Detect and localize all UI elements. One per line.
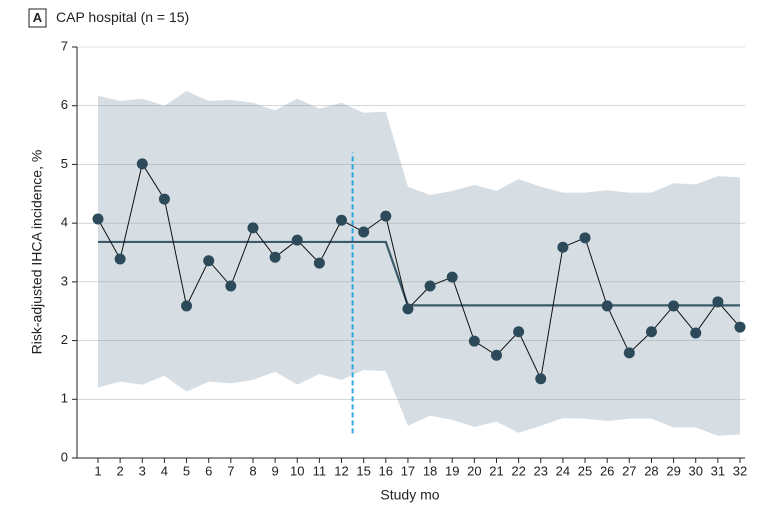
- x-tick-label: 8: [249, 463, 256, 478]
- x-tick-label: 10: [290, 463, 304, 478]
- y-tick-label: 0: [61, 449, 68, 464]
- data-point: [623, 347, 635, 359]
- control-band: [98, 91, 740, 436]
- data-point: [601, 300, 613, 312]
- x-tick-label: 23: [534, 463, 548, 478]
- data-point: [92, 213, 104, 225]
- x-tick-label: 29: [666, 463, 680, 478]
- data-point: [203, 255, 215, 267]
- data-point: [690, 327, 702, 339]
- x-tick-label: 30: [688, 463, 702, 478]
- x-tick-label: 9: [271, 463, 278, 478]
- data-point: [535, 373, 547, 385]
- x-tick-label: 2: [117, 463, 124, 478]
- x-tick-label: 17: [401, 463, 415, 478]
- x-tick-label: 19: [445, 463, 459, 478]
- data-point: [269, 251, 281, 263]
- chart-title: CAP hospital (n = 15): [56, 9, 189, 25]
- data-point: [158, 193, 170, 205]
- y-axis-label: Risk-adjusted IHCA incidence, %: [29, 150, 45, 355]
- x-tick-label: 27: [622, 463, 636, 478]
- x-tick-label: 3: [139, 463, 146, 478]
- x-tick-label: 15: [356, 463, 370, 478]
- data-point: [291, 234, 303, 246]
- data-point: [402, 303, 414, 315]
- y-tick-label: 4: [61, 215, 68, 230]
- y-tick-label: 5: [61, 156, 68, 171]
- x-tick-label: 28: [644, 463, 658, 478]
- data-point: [336, 214, 348, 226]
- x-tick-label: 12: [334, 463, 348, 478]
- x-tick-label: 24: [556, 463, 570, 478]
- data-point: [136, 158, 148, 170]
- x-tick-label: 26: [600, 463, 614, 478]
- data-point: [181, 300, 193, 312]
- x-tick-label: 20: [467, 463, 481, 478]
- x-tick-label: 11: [313, 463, 327, 478]
- data-point: [490, 349, 502, 361]
- x-tick-label: 5: [183, 463, 190, 478]
- x-tick-label: 18: [423, 463, 437, 478]
- y-tick-label: 6: [61, 97, 68, 112]
- x-tick-label: 31: [711, 463, 725, 478]
- x-tick-label: 22: [511, 463, 525, 478]
- data-point: [313, 257, 325, 269]
- x-tick-label: 16: [379, 463, 393, 478]
- data-point: [579, 232, 591, 244]
- panel-label: A: [33, 10, 43, 25]
- x-axis-label: Study mo: [380, 487, 439, 503]
- data-point: [513, 326, 525, 338]
- data-point: [468, 335, 480, 347]
- y-tick-label: 7: [61, 38, 68, 53]
- panel-box: [28, 8, 47, 28]
- x-tick-label: 7: [227, 463, 234, 478]
- data-point: [557, 241, 569, 253]
- data-point: [225, 280, 237, 292]
- data-point: [358, 226, 370, 238]
- x-tick-label: 4: [161, 463, 168, 478]
- data-point: [424, 280, 436, 292]
- data-point: [668, 300, 680, 312]
- x-tick-label: 1: [94, 463, 101, 478]
- data-point: [446, 271, 458, 283]
- data-point: [734, 321, 746, 333]
- data-point: [712, 296, 724, 308]
- x-tick-label: 6: [205, 463, 212, 478]
- y-tick-label: 3: [61, 273, 68, 288]
- data-point: [114, 253, 126, 265]
- y-tick-label: 2: [61, 332, 68, 347]
- center-line: [98, 240, 740, 307]
- data-point: [380, 210, 392, 222]
- data-point: [247, 222, 259, 234]
- x-tick-label: 21: [489, 463, 503, 478]
- y-tick-label: 1: [61, 391, 68, 406]
- x-tick-label: 32: [733, 463, 747, 478]
- data-point: [645, 326, 657, 338]
- x-tick-label: 25: [578, 463, 592, 478]
